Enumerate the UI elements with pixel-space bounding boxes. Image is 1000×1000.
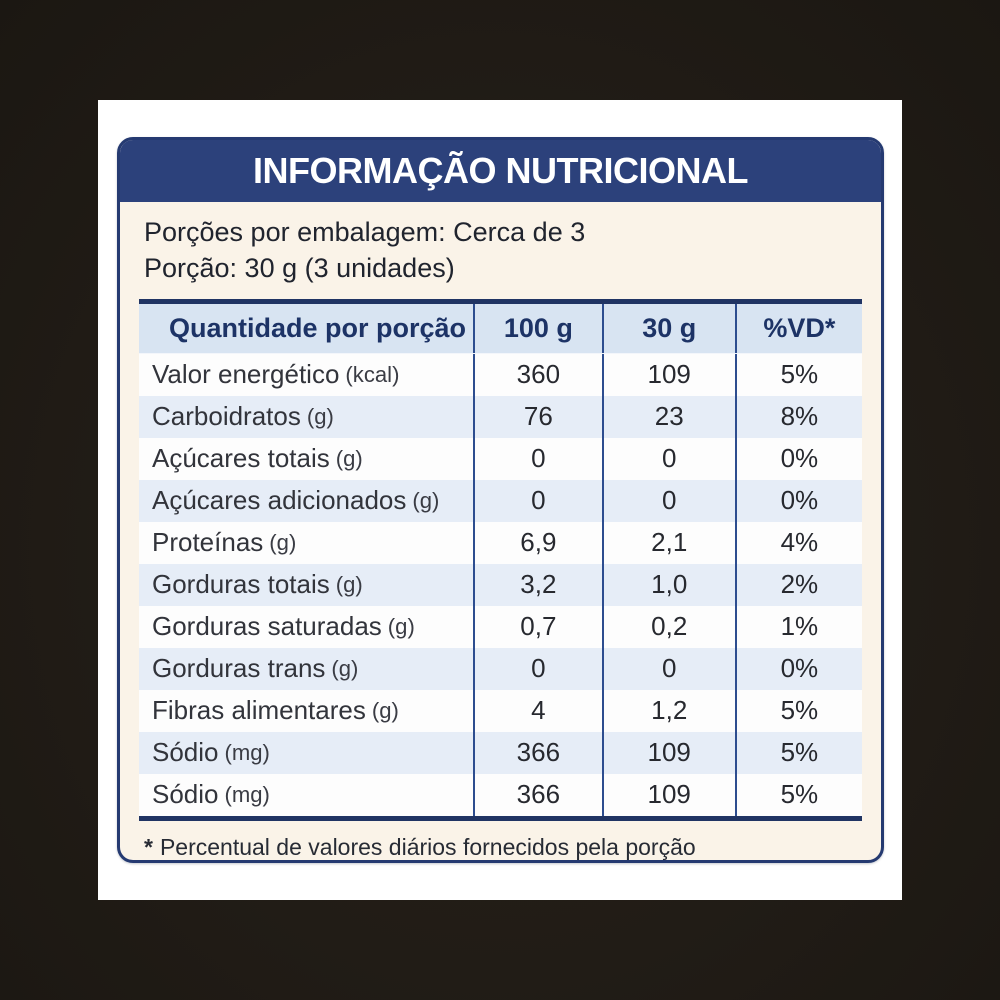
nutrient-unit: (g) [335,445,363,471]
value-per-100g: 0 [473,479,602,522]
value-daily-percent: 0% [734,479,862,522]
value-per-30g: 109 [601,731,735,774]
value-per-100g: 4 [473,689,602,732]
nutrient-name: Sódio [152,737,219,768]
nutrient-name: Carboidratos [152,401,301,432]
column-header-quantity: Quantidade por porção [169,312,467,343]
table-row: Carboidratos (g) 76 23 8% [139,395,862,438]
value-per-100g: 360 [473,353,602,396]
value-per-100g: 76 [473,395,602,438]
table-header-row: Quantidade por porção 100 g 30 g %VD* [139,303,862,354]
nutrient-unit: (g) [331,655,359,681]
column-header-100g: 100 g [473,303,602,353]
value-daily-percent: 2% [734,563,862,606]
nutrient-unit: (kcal) [345,361,400,387]
value-daily-percent: 5% [734,689,862,732]
column-header-vd: %VD* [734,303,862,353]
value-per-100g: 0 [473,647,602,690]
nutrient-unit: (mg) [224,781,270,807]
footnote-text: Percentual de valores diários fornecidos… [159,833,696,860]
table-row: Valor energético (kcal) 360 109 5% [139,353,862,396]
serving-size-text: Porção: 30 g (3 unidades) [144,252,455,283]
value-per-30g: 0 [601,437,735,480]
value-per-30g: 0 [601,647,735,690]
value-per-100g: 3,2 [473,563,602,606]
value-daily-percent: 5% [734,731,862,774]
nutrition-table: Quantidade por porção 100 g 30 g %VD* Va… [139,298,862,821]
label-page: INFORMAÇÃO NUTRICIONAL Porções por embal… [98,100,902,900]
table-row: Fibras alimentares (g) 4 1,2 5% [139,689,862,732]
serving-info: Porções por embalagem: Cerca de 3 Porção… [120,202,881,295]
value-daily-percent: 0% [734,647,862,690]
value-per-30g: 0 [601,479,735,522]
value-per-100g: 0 [473,437,602,480]
table-row: Gorduras trans (g) 0 0 0% [139,647,862,690]
table-row: Açúcares adicionados (g) 0 0 0% [139,479,862,522]
nutrient-unit: (g) [387,613,415,639]
value-per-30g: 2,1 [601,521,735,564]
value-daily-percent: 1% [734,605,862,648]
servings-per-package-text: Porções por embalagem: Cerca de 3 [144,217,586,247]
nutrient-name: Sódio [152,779,219,810]
value-per-30g: 109 [601,353,735,396]
column-header-30g: 30 g [601,303,735,353]
value-daily-percent: 8% [734,395,862,438]
table-row: Proteínas (g) 6,9 2,1 4% [139,521,862,564]
value-per-30g: 1,2 [601,689,735,732]
nutrient-unit: (mg) [224,739,270,765]
value-daily-percent: 4% [734,521,862,564]
table-row: Açúcares totais (g) 0 0 0% [139,437,862,480]
page-title: INFORMAÇÃO NUTRICIONAL [253,150,748,191]
nutrient-name: Açúcares totais [152,443,330,474]
table-row: Sódio (mg) 366 109 5% [139,773,862,816]
nutrition-table-body: Valor energético (kcal) 360 109 5% Carbo… [139,353,862,816]
value-daily-percent: 5% [734,353,862,396]
nutrient-name: Açúcares adicionados [152,485,407,516]
nutrient-name: Gorduras saturadas [152,611,382,642]
nutrient-unit: (g) [371,697,399,723]
value-per-30g: 23 [601,395,735,438]
nutrient-unit: (g) [335,571,363,597]
value-per-100g: 366 [473,773,602,816]
value-daily-percent: 5% [734,773,862,816]
footnote-asterisk: * [144,833,153,860]
value-per-100g: 366 [473,731,602,774]
nutrient-unit: (g) [412,487,440,513]
value-per-100g: 0,7 [473,605,602,648]
nutrient-name: Gorduras trans [152,653,326,684]
nutrition-facts-header-bar: INFORMAÇÃO NUTRICIONAL [120,140,881,202]
value-per-100g: 6,9 [473,521,602,564]
value-per-30g: 1,0 [601,563,735,606]
value-daily-percent: 0% [734,437,862,480]
table-row: Gorduras saturadas (g) 0,7 0,2 1% [139,605,862,648]
nutrient-name: Valor energético [152,359,340,390]
daily-value-footnote: * Percentual de valores diários fornecid… [120,821,881,860]
table-row: Gorduras totais (g) 3,2 1,0 2% [139,563,862,606]
nutrient-name: Proteínas [152,527,264,558]
nutrition-facts-card: INFORMAÇÃO NUTRICIONAL Porções por embal… [117,137,884,863]
nutrient-unit: (g) [306,403,334,429]
nutrient-unit: (g) [269,529,297,555]
table-row: Sódio (mg) 366 109 5% [139,731,862,774]
value-per-30g: 0,2 [601,605,735,648]
nutrient-name: Fibras alimentares [152,695,366,726]
value-per-30g: 109 [601,773,735,816]
nutrient-name: Gorduras totais [152,569,330,600]
